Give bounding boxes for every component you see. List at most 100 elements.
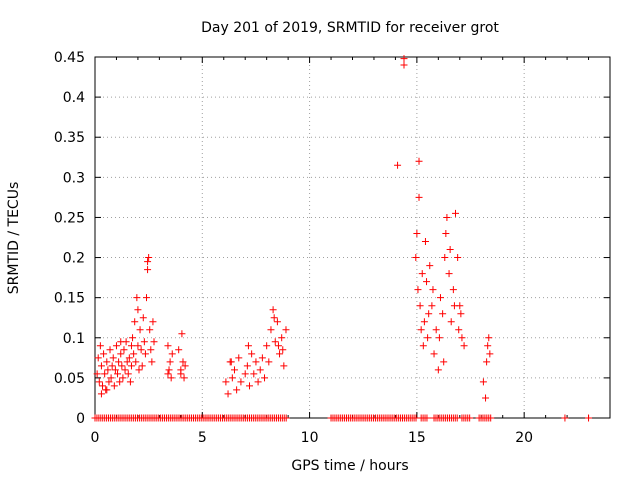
data-point — [100, 350, 108, 358]
data-point — [254, 378, 262, 386]
data-point — [434, 366, 442, 374]
data-point — [482, 394, 490, 402]
data-point — [423, 278, 431, 286]
data-point — [101, 370, 109, 378]
data-point — [103, 386, 111, 394]
y-tick-label: 0 — [76, 411, 85, 427]
data-point — [413, 229, 421, 237]
data-point — [168, 350, 176, 358]
data-point — [248, 350, 256, 358]
data-point — [452, 209, 459, 217]
data-point — [127, 362, 135, 370]
x-tick-label: 15 — [408, 430, 426, 446]
zero-point — [282, 414, 290, 422]
data-point — [103, 358, 111, 366]
x-tick-label: 0 — [91, 430, 100, 446]
data-point — [243, 362, 251, 370]
data-point — [224, 390, 232, 398]
axes: 0 5 10 15 20 0 0.05 0.1 0.15 0.2 0.25 0.3 0.35 0.4 0.4… — [54, 50, 611, 446]
data-point — [421, 238, 429, 246]
data-point — [436, 294, 444, 302]
data-point — [112, 342, 120, 350]
data-point — [426, 262, 434, 270]
data-point — [97, 362, 105, 370]
data-point — [126, 378, 134, 386]
data-point — [121, 366, 129, 374]
data-point — [420, 318, 428, 326]
data-point — [450, 302, 458, 310]
data-point — [130, 350, 138, 358]
x-tick-label: 20 — [515, 430, 533, 446]
data-point — [233, 386, 241, 394]
data-point — [164, 370, 172, 378]
y-tick-label: 0.4 — [63, 90, 85, 106]
data-point — [134, 306, 142, 314]
data-point — [141, 350, 149, 358]
data-point — [148, 358, 156, 366]
data-point — [429, 286, 437, 294]
data-point — [446, 246, 454, 254]
data-point — [124, 370, 132, 378]
data-point — [139, 314, 147, 322]
data-point — [258, 354, 266, 362]
data-point — [181, 362, 189, 370]
y-tick-label: 0.3 — [63, 170, 85, 186]
data-point — [430, 350, 438, 358]
data-point — [484, 342, 492, 350]
data-point — [94, 354, 102, 362]
data-point — [227, 358, 235, 366]
data-points — [91, 55, 593, 422]
data-point — [147, 346, 155, 354]
data-point — [265, 358, 273, 366]
y-axis-label: SRMTID / TECUs — [6, 182, 22, 295]
data-point — [164, 342, 172, 350]
data-point — [271, 338, 279, 346]
data-point — [143, 294, 150, 302]
data-point — [237, 378, 245, 386]
data-point — [252, 358, 260, 366]
data-point — [177, 370, 185, 378]
y-tick-label: 0.15 — [54, 291, 85, 307]
data-point — [419, 342, 427, 350]
y-tick-label: 0.45 — [54, 50, 85, 66]
data-point — [457, 310, 465, 318]
data-point — [425, 310, 433, 318]
data-point — [454, 254, 462, 262]
data-point — [279, 346, 287, 354]
data-point — [97, 390, 105, 398]
y-tick-label: 0.25 — [54, 210, 85, 226]
data-point — [140, 338, 148, 346]
data-point — [138, 362, 146, 370]
data-point — [137, 346, 145, 354]
data-point — [117, 350, 125, 358]
grid — [95, 57, 610, 418]
data-point — [120, 346, 128, 354]
y-tick-label: 0.35 — [54, 130, 85, 146]
zero-point — [466, 414, 474, 422]
zero-point — [423, 414, 431, 422]
data-point — [230, 366, 238, 374]
data-point — [449, 286, 457, 294]
data-point — [424, 334, 432, 342]
data-point — [144, 258, 152, 266]
data-point — [400, 55, 408, 63]
data-point — [110, 382, 118, 390]
data-point — [93, 370, 101, 378]
data-point — [273, 318, 281, 326]
data-point — [263, 342, 271, 350]
data-point — [418, 270, 426, 278]
data-point — [442, 229, 450, 237]
data-point — [180, 374, 188, 382]
data-point — [435, 334, 443, 342]
data-point — [107, 374, 115, 382]
data-point — [144, 266, 152, 274]
data-point — [134, 342, 142, 350]
data-point — [125, 354, 133, 362]
data-point — [416, 302, 424, 310]
data-point — [131, 318, 139, 326]
zero-point — [585, 414, 593, 422]
data-point — [115, 358, 123, 366]
data-point — [415, 193, 423, 201]
data-point — [400, 61, 408, 69]
